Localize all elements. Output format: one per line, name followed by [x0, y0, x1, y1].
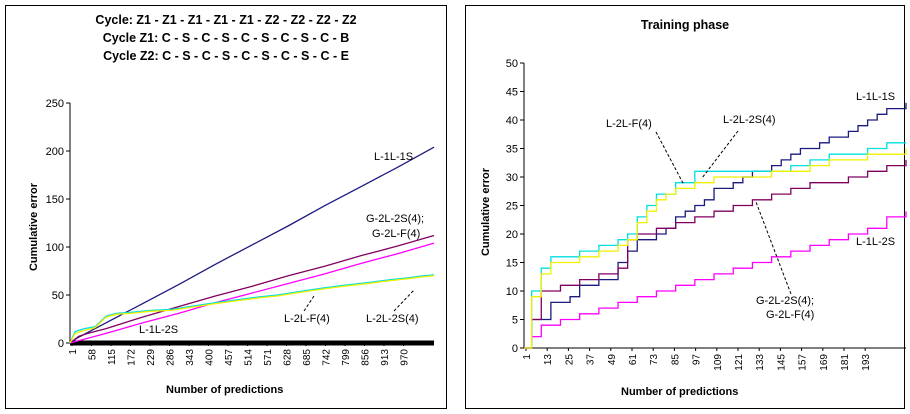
series-line-l-1l-2s [69, 242, 435, 344]
y-tick-label: 5 [512, 315, 518, 327]
y-tick-label: 200 [46, 146, 64, 158]
annotation-label: G-2L-F(4) [372, 228, 420, 240]
x-tick-label: 856 [361, 349, 372, 366]
x-tick-label: 970 [400, 349, 411, 366]
x-axis-label: Number of predictions [166, 384, 284, 396]
x-tick-label: 121 [734, 354, 745, 371]
series-line-g-2l-2s-4-g-2l-f-4 [524, 159, 907, 349]
x-tick-label: 145 [776, 354, 787, 371]
x-tick-label: 169 [819, 354, 830, 371]
y-tick-label: 20 [506, 229, 518, 241]
y-tick-label: 15 [506, 258, 518, 270]
annotation-label: L-1L-2S [856, 236, 895, 248]
y-tick-label: 100 [46, 242, 64, 254]
x-tick-label: 133 [755, 354, 766, 371]
x-tick-label: 400 [205, 349, 216, 366]
annotation-label: L-2L-2S(4) [723, 114, 776, 126]
x-tick-label: 913 [380, 349, 391, 366]
annotation-label: L-1L-1S [374, 151, 413, 163]
y-tick-label: 50 [52, 290, 64, 302]
x-tick-label: 742 [322, 349, 333, 366]
chart-panel-left: Cycle: Z1 - Z1 - Z1 - Z1 - Z1 - Z2 - Z2 … [5, 5, 447, 409]
y-tick-label: 25 [506, 201, 518, 213]
chart-plot-left: 0 50 100 150 200 250 1 58 115 172 229 286 343 400 457 5… [46, 98, 435, 366]
y-tick-label: 0 [512, 343, 518, 355]
y-tick-label: 35 [506, 144, 518, 156]
y-tick-label: 10 [506, 286, 518, 298]
chart-plot-right: 0 5 10 15 20 25 30 35 40 45 50 1 13 25 37 49 61 73 85 97 109… [506, 58, 907, 371]
chart-title-line-2: Cycle Z1: C - S - C - S - C - S - C - S … [102, 31, 350, 45]
series-line-l-1l-1s [524, 102, 907, 349]
annotation-label: L-2L-F(4) [606, 118, 652, 130]
x-tick-label: 628 [283, 349, 294, 366]
x-tick-label: 685 [302, 349, 313, 366]
x-tick-label: 343 [185, 349, 196, 366]
x-tick-label: 229 [146, 349, 157, 366]
x-tick-label: 109 [713, 354, 724, 371]
series-line-l-2l-2s-4 [524, 148, 907, 349]
chart-title: Training phase [640, 18, 730, 32]
x-tick-label: 286 [166, 349, 177, 366]
series-line-l-2l-f-4 [524, 142, 906, 349]
annotation-leader-line [755, 201, 792, 295]
x-tick-label: 514 [244, 349, 255, 366]
annotation-label: G-2L-F(4) [766, 309, 814, 321]
series-line-l-2l-f-4 [69, 274, 435, 344]
annotation-leader-line [303, 295, 315, 312]
x-tick-label: 157 [798, 354, 809, 371]
annotation-leader-line [655, 131, 685, 186]
x-tick-label: 37 [586, 354, 597, 366]
x-tick-label: 25 [564, 354, 575, 366]
x-tick-label: 73 [649, 354, 660, 366]
x-tick-label: 13 [543, 354, 554, 366]
x-tick-label: 172 [127, 349, 138, 366]
annotation-label: L-1L-2S [139, 324, 178, 336]
y-tick-label: 250 [46, 98, 64, 110]
y-tick-label: 150 [46, 194, 64, 206]
y-tick-label: 40 [506, 115, 518, 127]
chart-title-line-3: Cycle Z2: C - S - C - S - C - S - C - S … [103, 49, 349, 63]
x-tick-label: 97 [692, 354, 703, 366]
x-tick-label: 1 [68, 349, 79, 355]
annotation-label: L-2L-F(4) [284, 313, 330, 325]
x-tick-label: 115 [107, 349, 118, 365]
series-line-l-1l-2s [524, 211, 907, 349]
x-tick-label: 85 [670, 354, 681, 366]
x-tick-label: 571 [263, 349, 274, 366]
x-tick-label: 58 [88, 349, 99, 361]
x-tick-label: 457 [224, 349, 235, 366]
series-line-g-2l-2s-4-g-2l-f-4 [69, 234, 435, 344]
series-line-l-2l-2s-4 [69, 275, 435, 344]
x-tick-label: 1 [522, 354, 533, 360]
y-tick-label: 0 [58, 338, 64, 350]
x-tick-label: 181 [840, 354, 851, 371]
x-tick-label: 61 [628, 354, 639, 366]
x-tick-label: 193 [861, 354, 872, 371]
y-tick-label: 30 [506, 172, 518, 184]
x-tick-label: 49 [607, 354, 618, 366]
y-tick-label: 45 [506, 87, 518, 99]
x-tick-label: 799 [341, 349, 352, 366]
chart-title-line-1: Cycle: Z1 - Z1 - Z1 - Z1 - Z1 - Z2 - Z2 … [95, 13, 357, 27]
x-axis-label: Number of predictions [621, 386, 739, 398]
annotation-leader-line [393, 289, 415, 312]
annotation-label: L-2L-2S(4) [366, 313, 419, 325]
chart-panel-right: Training phase Number of predictions Cum… [465, 5, 907, 409]
annotation-label: G-2L-2S(4); [756, 295, 814, 307]
annotation-label: L-1L-1S [856, 91, 895, 103]
annotation-label: G-2L-2S(4); [366, 213, 424, 225]
y-tick-label: 50 [506, 58, 518, 70]
